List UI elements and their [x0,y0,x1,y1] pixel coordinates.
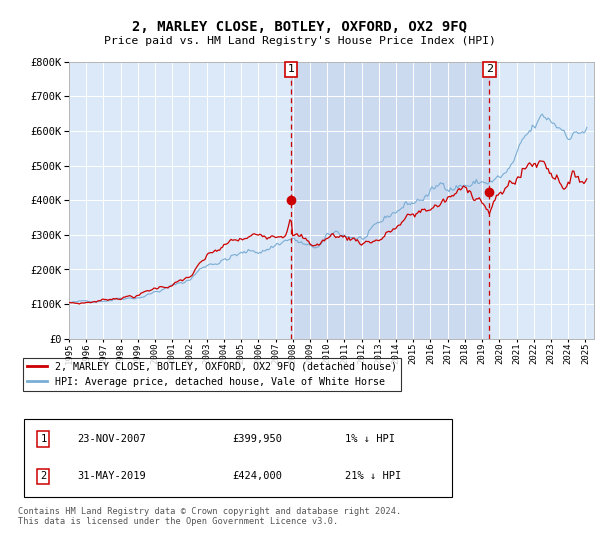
Text: 23-NOV-2007: 23-NOV-2007 [77,434,146,444]
Text: 31-MAY-2019: 31-MAY-2019 [77,472,146,482]
Text: 2: 2 [485,64,493,74]
Text: 2, MARLEY CLOSE, BOTLEY, OXFORD, OX2 9FQ: 2, MARLEY CLOSE, BOTLEY, OXFORD, OX2 9FQ [133,20,467,34]
Text: 21% ↓ HPI: 21% ↓ HPI [345,472,401,482]
Text: 2: 2 [40,472,47,482]
Legend: 2, MARLEY CLOSE, BOTLEY, OXFORD, OX2 9FQ (detached house), HPI: Average price, d: 2, MARLEY CLOSE, BOTLEY, OXFORD, OX2 9FQ… [23,358,401,391]
Text: £424,000: £424,000 [232,472,283,482]
Bar [291,62,489,339]
Text: 1: 1 [40,434,47,444]
Text: £399,950: £399,950 [232,434,283,444]
Text: Price paid vs. HM Land Registry's House Price Index (HPI): Price paid vs. HM Land Registry's House … [104,36,496,46]
Text: 1% ↓ HPI: 1% ↓ HPI [345,434,395,444]
Text: Contains HM Land Registry data © Crown copyright and database right 2024.
This d: Contains HM Land Registry data © Crown c… [18,507,401,526]
Text: 1: 1 [287,64,295,74]
